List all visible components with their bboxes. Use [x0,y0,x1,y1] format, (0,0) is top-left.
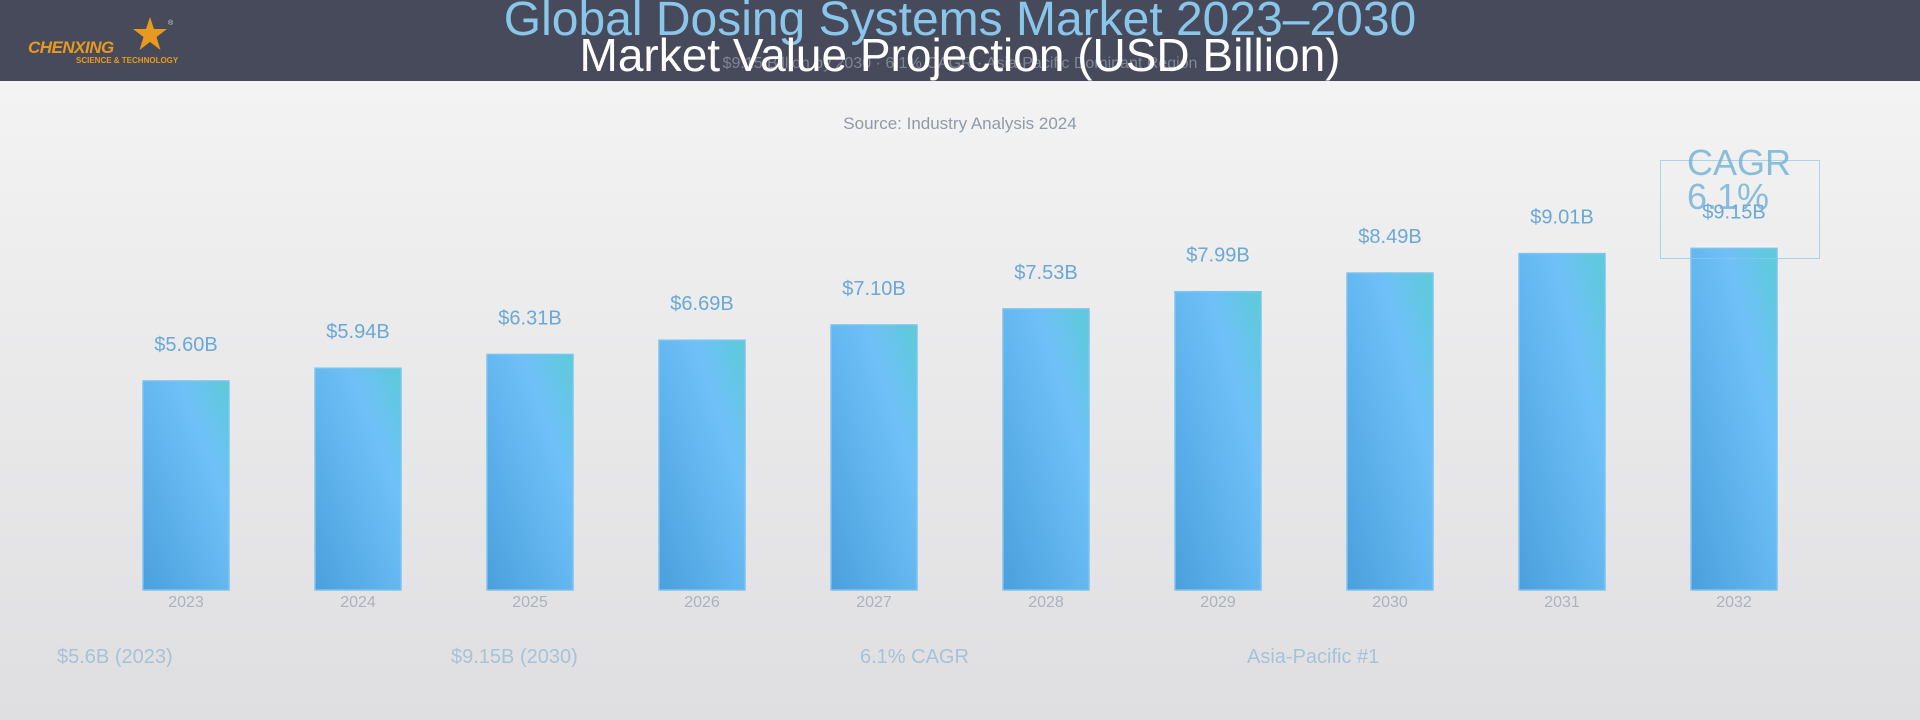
data-label-2023: $5.60B [154,334,217,356]
bar-2028 [1002,308,1090,591]
x-tick-2027: 2027 [856,594,892,611]
x-tick-2024: 2024 [340,594,376,611]
chart-title: Market Value Projection (USD Billion) [579,29,1341,81]
data-label-2028: $7.53B [1014,262,1077,284]
data-label-2032: $9.15B [1702,201,1765,223]
registered-mark: ® [168,20,174,27]
x-tick-2028: 2028 [1028,594,1064,611]
bar-2032 [1690,247,1778,591]
bar-2023 [142,380,230,591]
star-icon [133,17,167,50]
bar-2026 [658,339,746,591]
bar-2031 [1518,252,1606,591]
cagr-callout-label: CAGR [1687,142,1792,183]
stat-cagr: 6.1% CAGR [860,646,969,668]
x-tick-2023: 2023 [168,594,204,611]
company-logo: CHENXING ® SCIENCE & TECHNOLOGY [28,16,193,68]
bar-2027 [830,324,918,591]
bar-2024 [314,367,402,591]
x-tick-2026: 2026 [684,594,720,611]
logo-subtitle: SCIENCE & TECHNOLOGY [76,56,179,65]
x-tick-2032: 2032 [1716,594,1752,611]
main-title: Global Dosing Systems Market 2023–2030 [503,0,1417,46]
cagr-callout-value: 6.1% [1687,176,1770,217]
x-tick-2025: 2025 [512,594,548,611]
x-tick-2029: 2029 [1200,594,1236,611]
logo-text: CHENXING [28,38,114,57]
x-tick-2030: 2030 [1372,594,1408,611]
data-label-2026: $6.69B [670,293,733,315]
x-tick-2031: 2031 [1544,594,1580,611]
data-label-2027: $7.10B [842,278,905,300]
cagr-callout-box [1660,160,1820,259]
data-label-2030: $8.49B [1358,226,1421,248]
source-note: Source: Industry Analysis 2024 [843,114,1077,133]
stat-region: Asia-Pacific #1 [1247,646,1380,668]
data-label-2025: $6.31B [498,307,561,329]
header-bar: CHENXING ® SCIENCE & TECHNOLOGY Global D… [0,0,1920,81]
bar-2029 [1174,290,1262,591]
stat-2023-value: $5.6B (2023) [57,646,173,668]
stat-2030-value: $9.15B (2030) [451,646,578,668]
bar-2030 [1346,272,1434,591]
bar-2025 [486,353,574,591]
data-label-2031: $9.01B [1530,207,1593,229]
data-label-2024: $5.94B [326,321,389,343]
data-label-2029: $7.99B [1186,245,1249,267]
header-stats-line: $9.15 Billion by 2030 · 6.1% CAGR · Asia… [722,55,1198,72]
